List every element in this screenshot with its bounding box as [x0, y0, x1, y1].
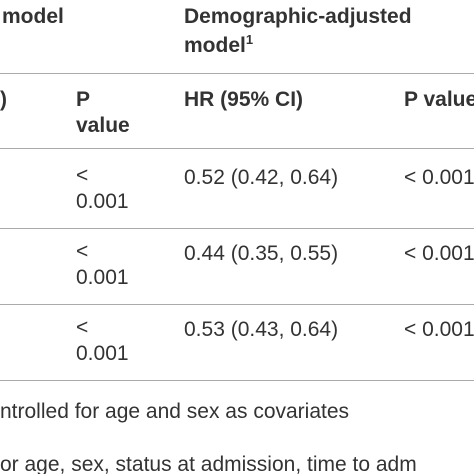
table-cell: < 0.001	[404, 318, 474, 341]
header-cell: model1	[184, 33, 253, 59]
table-cell: 0.53 (0.43, 0.64)	[184, 318, 339, 341]
subheader-cell: P value	[404, 88, 474, 111]
rule	[0, 148, 474, 149]
rule	[0, 380, 474, 381]
table-cell: < 0.001	[76, 164, 129, 213]
footnote: ntrolled for age and sex as covariates	[0, 400, 350, 423]
rule	[0, 228, 474, 229]
table-cell: < 0.001	[404, 242, 474, 265]
footnote: or age, sex, status at admission, time t…	[0, 453, 417, 474]
subheader-cell: P value	[76, 88, 130, 137]
footnote-marker: 1	[245, 32, 254, 47]
header-text: model	[184, 34, 246, 57]
table-cell: < 0.001	[76, 240, 129, 289]
table-cell: 0.44 (0.35, 0.55)	[184, 242, 339, 265]
subheader-cell: )	[0, 88, 7, 111]
rule	[0, 304, 474, 305]
subheader-cell: HR (95% CI)	[184, 88, 304, 111]
table-cell: < 0.001	[76, 316, 129, 365]
header-cell: Demographic-adjusted	[184, 5, 412, 28]
header-cell: model	[2, 5, 64, 28]
rule	[0, 73, 474, 74]
table-cell: < 0.001	[404, 166, 474, 189]
table-cell: 0.52 (0.42, 0.64)	[184, 166, 339, 189]
